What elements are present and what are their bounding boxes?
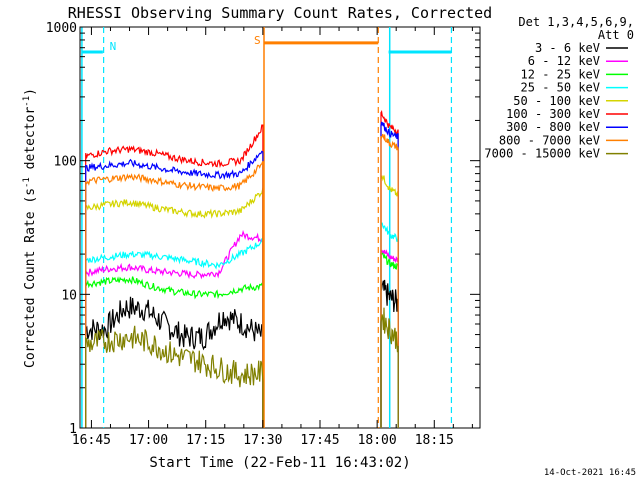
y-axis-label: Corrected Count Rate (s-1 detector-1) xyxy=(22,88,38,368)
chart-title: RHESSI Observing Summary Count Rates, Co… xyxy=(68,4,492,22)
x-tick-label: 18:00 xyxy=(358,433,397,448)
axis-ticks: 16:45 17:00 17:15 17:30 17:45 18:00 18:15 1 10 10… xyxy=(46,21,480,448)
series-line-0-seg2 xyxy=(380,279,399,428)
series-layer xyxy=(85,109,399,428)
series-line-6-seg1 xyxy=(85,150,264,428)
series-line-0-seg1 xyxy=(85,296,264,428)
x-tick-label: 17:15 xyxy=(186,433,225,448)
y-axis-label-main: Corrected Count Rate (s xyxy=(23,188,38,368)
series-line-3-seg2 xyxy=(380,222,399,428)
y-tick-label: 10 xyxy=(61,288,77,303)
series-line-6-seg2 xyxy=(380,121,399,428)
saa-label: S xyxy=(254,34,261,47)
plot-frame xyxy=(79,26,481,429)
series-line-3-seg1 xyxy=(85,236,264,428)
x-tick-label: 17:00 xyxy=(129,433,168,448)
y-axis-label-mid: detector xyxy=(23,107,38,178)
night-label: N xyxy=(110,40,117,53)
x-tick-label: 17:30 xyxy=(243,433,282,448)
series-line-7-seg1 xyxy=(85,161,264,428)
y-axis-label-sup1: -1 xyxy=(22,177,32,188)
x-tick-label: 17:45 xyxy=(300,433,339,448)
legend-label: 25 - 50 keV xyxy=(521,81,600,95)
x-tick-label: 16:45 xyxy=(72,433,111,448)
legend-header-1: Det 1,3,4,5,6,9, xyxy=(518,15,634,29)
series-line-8-seg2 xyxy=(380,307,399,428)
footer-date: 14-Oct-2021 16:45 xyxy=(544,468,636,478)
x-tick-label: 18:15 xyxy=(415,433,454,448)
series-line-5-seg1 xyxy=(85,124,264,428)
series-line-7-seg2 xyxy=(380,133,399,428)
y-axis-label-end: ) xyxy=(23,88,38,96)
legend-label: 7000 - 15000 keV xyxy=(484,147,600,161)
series-line-2-seg1 xyxy=(85,276,264,428)
x-axis-label: Start Time (22-Feb-11 16:43:02) xyxy=(149,455,410,471)
legend-label: 12 - 25 keV xyxy=(521,67,600,81)
legend-label: 100 - 300 keV xyxy=(506,107,600,121)
series-line-5-seg2 xyxy=(380,109,399,428)
y-tick-label: 1 xyxy=(69,422,77,437)
y-tick-label: 100 xyxy=(54,155,77,170)
legend-label: 800 - 7000 keV xyxy=(499,133,600,147)
legend-label: 50 - 100 keV xyxy=(513,94,600,108)
series-line-1-seg2 xyxy=(380,249,399,428)
legend-label: 300 - 800 keV xyxy=(506,120,600,134)
legend-header-2: Att 0 xyxy=(598,28,634,42)
series-line-8-seg1 xyxy=(85,325,264,428)
y-tick-label: 1000 xyxy=(46,21,77,36)
series-line-4-seg2 xyxy=(380,175,399,428)
series-line-4-seg1 xyxy=(85,187,264,428)
y-axis-label-sup2: -1 xyxy=(22,96,32,107)
series-line-2-seg2 xyxy=(380,252,399,428)
legend-label: 6 - 12 keV xyxy=(528,54,600,68)
plot-border xyxy=(79,26,481,429)
series-line-1-seg1 xyxy=(85,229,264,428)
legend-label: 3 - 6 keV xyxy=(535,41,600,55)
